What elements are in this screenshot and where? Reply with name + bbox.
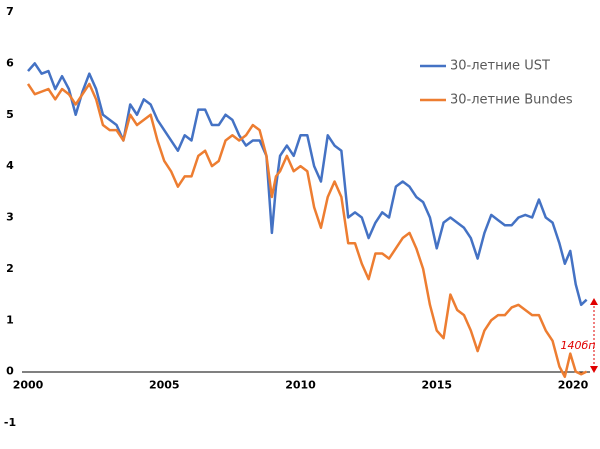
legend-label: 30-летние UST (450, 59, 550, 74)
x-tick-label: 2010 (285, 379, 316, 392)
arrow-head (590, 366, 598, 373)
y-tick-label: 2 (6, 262, 14, 275)
line (26, 82, 588, 379)
y-tick-label: 6 (6, 56, 14, 69)
x-tick-label: 2000 (13, 379, 44, 392)
y-tick-label: 0 (6, 365, 14, 378)
spread-arrow (590, 298, 598, 373)
y-tick-label: 1 (6, 313, 14, 326)
y-tick-label: 4 (6, 159, 14, 172)
x-tick-label: 2020 (558, 379, 589, 392)
x-tick-label: 2015 (421, 379, 452, 392)
legend-label: 30-летние Bundes (450, 93, 573, 108)
annotation: 140бп (561, 339, 596, 352)
y-tick-label: -1 (4, 416, 16, 429)
x-tick-label: 2005 (149, 379, 180, 392)
y-tick-label: 7 (6, 5, 14, 18)
arrow-head (590, 298, 598, 305)
y-tick-label: 3 (6, 211, 14, 224)
y-tick-label: 5 (6, 108, 14, 121)
